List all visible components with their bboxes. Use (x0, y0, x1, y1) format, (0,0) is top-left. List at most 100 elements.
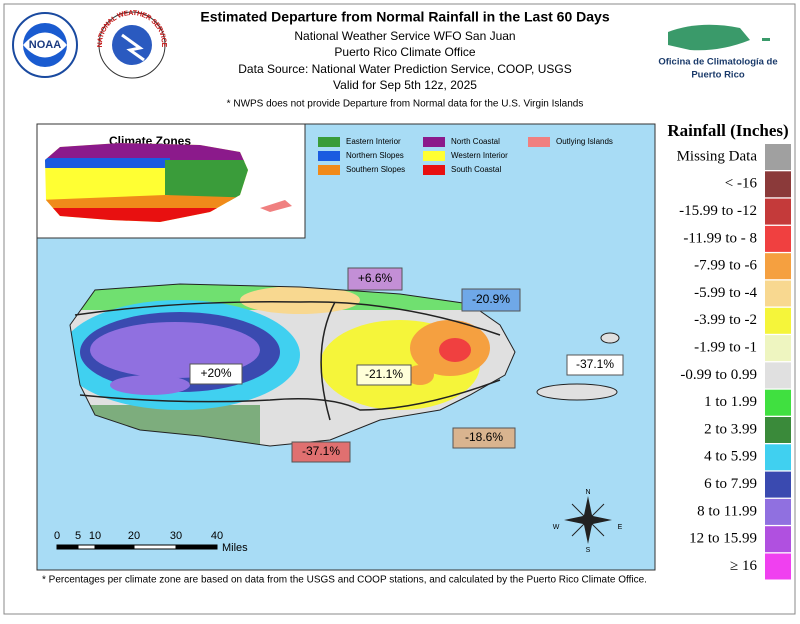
coastline (69, 283, 516, 447)
label-box (356, 364, 412, 386)
legend-swatch (765, 253, 791, 280)
label-box (347, 267, 403, 291)
noaa-logo: NOAA (12, 12, 78, 78)
legend-swatch (765, 225, 791, 252)
legend-label: 12 to 15.99 (689, 531, 757, 547)
zone-labels: +6.6% -20.9% -37.1% +20% -21.1% -18.6% -… (189, 267, 624, 463)
zone-name: Northern Slopes (346, 151, 404, 160)
legend-label: < -16 (725, 176, 758, 192)
climate-office-text: Puerto Rico (691, 70, 745, 81)
label-box (461, 288, 521, 312)
legend-swatch (765, 498, 791, 525)
legend-label: -15.99 to -12 (679, 203, 757, 219)
legend-label: -3.99 to -2 (694, 312, 757, 328)
legend-label: 2 to 3.99 (704, 421, 757, 437)
legend-swatch (765, 144, 791, 170)
legend-label: Missing Data (677, 148, 758, 164)
legend-swatch (765, 417, 791, 443)
zone-label: -21.1% (365, 367, 403, 381)
subtitle: National Weather Service WFO San Juan (294, 29, 515, 43)
zone-label: -18.6% (465, 430, 503, 444)
zone-swatch (318, 137, 340, 147)
scale-label: 10 (89, 530, 101, 542)
zone-label: +6.6% (358, 271, 393, 285)
compass: N S E W (553, 489, 623, 554)
legend-swatch (765, 389, 791, 416)
compass-letter: N (585, 489, 590, 496)
legend-label: 1 to 1.99 (704, 394, 757, 410)
legend-swatch (765, 362, 791, 389)
scale-segment (56, 544, 79, 550)
zone-label: +20% (200, 366, 231, 380)
scale-label: 20 (128, 530, 140, 542)
zone-legend: Eastern Interior Northern Slopes Southern … (318, 137, 613, 175)
legend-label: -7.99 to -6 (694, 258, 757, 274)
zone-name: Outlying Islands (556, 137, 613, 146)
legend-label: 8 to 11.99 (697, 503, 757, 519)
zone-swatch (528, 137, 550, 147)
zone-name: North Coastal (451, 137, 500, 146)
legend-title: Rainfall (Inches) (667, 121, 788, 140)
legend-label: -0.99 to 0.99 (680, 367, 757, 383)
legend-swatch (765, 280, 791, 307)
scale-segment (94, 544, 135, 550)
scale-segment (77, 544, 96, 550)
legend-swatch (765, 471, 791, 498)
legend-swatch (765, 307, 791, 334)
label-box (291, 441, 351, 463)
legend-swatch (765, 526, 791, 553)
zone-swatch (318, 165, 340, 175)
zone-swatch (423, 137, 445, 147)
scale-label: 40 (211, 530, 223, 542)
legend-swatch (765, 171, 791, 198)
legend-label: -11.99 to - 8 (683, 230, 757, 246)
title: Estimated Departure from Normal Rainfall… (200, 9, 609, 25)
scale-label: 0 (54, 530, 60, 542)
frame (3, 3, 796, 615)
scale-segment (175, 544, 218, 550)
legend-swatch (765, 198, 791, 225)
footnote: * Percentages per climate zone are based… (42, 575, 647, 586)
zone-swatch (318, 151, 340, 161)
zone-name: Western Interior (451, 151, 508, 160)
inset-zones (45, 143, 248, 222)
legend-label: 4 to 5.99 (704, 449, 757, 465)
culebra (600, 332, 620, 344)
label-box (566, 354, 624, 376)
legend-swatch (765, 553, 791, 580)
inset-islands (260, 200, 292, 212)
note: * NWPS does not provide Departure from N… (227, 99, 584, 110)
zone-name: Southern Slopes (346, 165, 405, 174)
legend-swatch (765, 335, 791, 362)
legend-label: 6 to 7.99 (704, 476, 757, 492)
climate-office-logo: Oficina de Climatología de Puerto Rico (658, 24, 778, 81)
zone-swatch (423, 165, 445, 175)
legend-label: -5.99 to -4 (694, 285, 757, 301)
subtitle: Puerto Rico Climate Office (334, 45, 475, 59)
compass-letter: S (586, 547, 591, 554)
nws-logo: NATIONAL WEATHER SERVICE (97, 10, 167, 79)
legend-label: ≥ 16 (730, 558, 757, 574)
zone-label: -20.9% (472, 292, 510, 306)
zone-label: -37.1% (302, 444, 340, 458)
zone-swatch (423, 151, 445, 161)
scale-label: 30 (170, 530, 182, 542)
label-box (189, 363, 243, 385)
scale-label: 5 (75, 530, 81, 542)
compass-letter: E (618, 524, 623, 531)
scale-segment (133, 544, 177, 550)
climate-office-text: Oficina de Climatología de (658, 57, 777, 68)
scale-unit: Miles (222, 542, 248, 554)
legend: Missing Data < -16 -15.99 to -12 -11.99 to … (677, 144, 791, 580)
compass-letter: W (553, 524, 560, 531)
subtitle: Valid for Sep 5th 12z, 2025 (333, 78, 477, 92)
zone-name: Eastern Interior (346, 137, 401, 146)
legend-label: -1.99 to -1 (694, 340, 757, 356)
zone-name: South Coastal (451, 165, 501, 174)
noaa-text: NOAA (29, 39, 61, 51)
vieques (536, 383, 618, 401)
subtitle: Data Source: National Water Prediction S… (238, 62, 571, 76)
zone-label: -37.1% (576, 357, 614, 371)
